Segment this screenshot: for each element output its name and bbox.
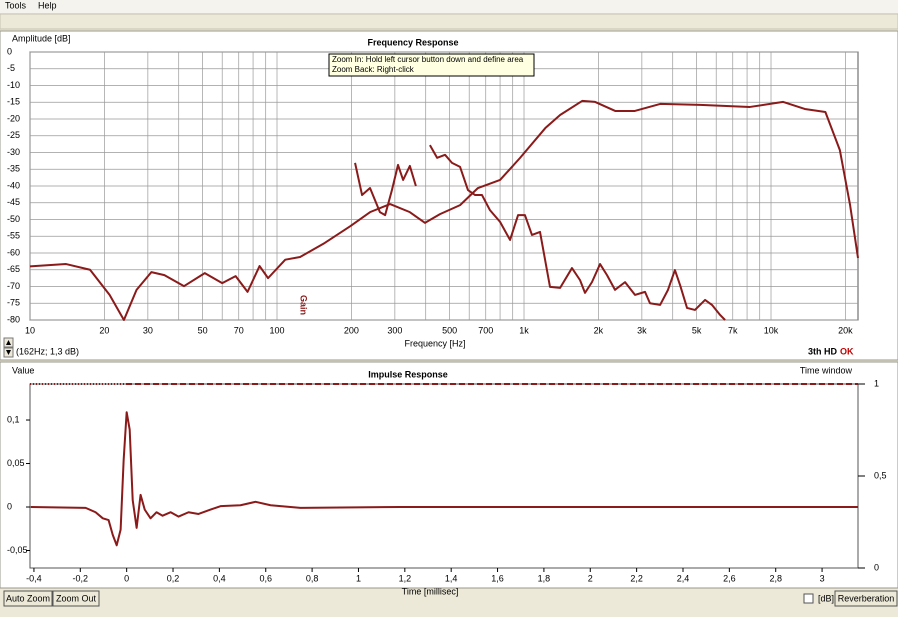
x-tick-label: 0,4 — [213, 573, 226, 583]
zoom-out-button[interactable] — [52, 590, 100, 607]
scroll-arrows[interactable] — [3, 337, 14, 358]
x-tick-label: 50 — [198, 325, 208, 335]
x-tick-label: 1,8 — [538, 573, 551, 583]
arrow-down-icon — [6, 350, 11, 355]
x-tick-label: 500 — [442, 325, 457, 335]
series-line — [30, 411, 858, 547]
series-line — [429, 144, 726, 321]
x-tick-label: 0,8 — [306, 573, 319, 583]
chart-title: Frequency Response — [367, 37, 458, 47]
db-checkbox[interactable] — [803, 593, 814, 604]
x-tick-label: -0,4 — [26, 573, 42, 583]
plot-area — [29, 383, 859, 569]
y-tick-label: -20 — [7, 113, 20, 123]
y-tick-label: -45 — [7, 197, 20, 207]
x-tick-label: 7k — [728, 325, 738, 335]
x-tick-label: 0,6 — [259, 573, 272, 583]
auto-zoom-button[interactable] — [3, 590, 53, 607]
y2-tick-label: 0 — [874, 562, 879, 572]
x-tick-label: 2,6 — [723, 573, 736, 583]
y-tick-label: 0,05 — [7, 458, 25, 468]
x-tick-label: 3 — [820, 573, 825, 583]
x-tick-label: 2 — [588, 573, 593, 583]
x-tick-label: 30 — [143, 325, 153, 335]
x-tick-label: 100 — [269, 325, 284, 335]
x-tick-label: 2,2 — [630, 573, 643, 583]
y-tick-label: -5 — [7, 63, 15, 73]
checkbox-label[interactable]: [dB] — [818, 593, 834, 603]
x-tick-label: 1 — [356, 573, 361, 583]
x-tick-label: 20 — [99, 325, 109, 335]
y-axis-label: Value — [12, 365, 34, 375]
y-tick-label: -60 — [7, 247, 20, 257]
y-axis-label: Amplitude [dB] — [12, 33, 71, 43]
reverberation-button[interactable] — [834, 590, 898, 607]
x-tick-label: 2,4 — [677, 573, 690, 583]
x-tick-label: 3k — [637, 325, 647, 335]
x-tick-label: 1k — [519, 325, 529, 335]
x-tick-label: 1,4 — [445, 573, 458, 583]
y-tick-label: 0,1 — [7, 414, 20, 424]
x-tick-label: 70 — [234, 325, 244, 335]
status-ok: OK — [840, 346, 854, 356]
chart-title: Impulse Response — [368, 369, 448, 379]
y-tick-label: -80 — [7, 314, 20, 324]
menu-item[interactable]: Help — [38, 0, 57, 10]
y-tick-label: -25 — [7, 130, 20, 140]
y-tick-label: -55 — [7, 231, 20, 241]
x-tick-label: 10 — [25, 325, 35, 335]
tooltip-line: Zoom Back: Right-click — [332, 65, 415, 74]
x-tick-label: 0,2 — [167, 573, 180, 583]
y-tick-label: -30 — [7, 147, 20, 157]
tooltip-box — [328, 53, 535, 77]
x-tick-label: 300 — [387, 325, 402, 335]
y-tick-label: -50 — [7, 214, 20, 224]
x-tick-label: 200 — [344, 325, 359, 335]
x-tick-label: 20k — [838, 325, 853, 335]
series-line — [354, 162, 417, 217]
y-tick-label: -75 — [7, 298, 20, 308]
y-tick-label: 0 — [7, 501, 12, 511]
status-label: 3th HD — [808, 346, 838, 356]
x-tick-label: 10k — [764, 325, 779, 335]
x-axis-label: Frequency [Hz] — [404, 338, 465, 348]
button-label[interactable]: Zoom Out — [56, 593, 97, 603]
toolbar — [0, 13, 898, 30]
arrow-up-icon — [6, 340, 11, 345]
x-tick-label: 0 — [124, 573, 129, 583]
x-tick-label: 1,2 — [399, 573, 412, 583]
x-tick-label: 1,6 — [491, 573, 504, 583]
y-tick-label: -35 — [7, 164, 20, 174]
button-label[interactable]: Reverberation — [838, 593, 895, 603]
y2-tick-label: 0,5 — [874, 470, 887, 480]
x-tick-label: -0,2 — [73, 573, 89, 583]
cursor-readout: (162Hz; 1,3 dB) — [16, 346, 79, 356]
y-tick-label: -65 — [7, 264, 20, 274]
gain-marker: Gain — [299, 295, 309, 315]
x-tick-label: 2,8 — [769, 573, 782, 583]
y-tick-label: -10 — [7, 80, 20, 90]
plots: 10 20 30 50 70 100 200 300 500 700 1k 2k 3k 5k 7k 10k 20… — [7, 46, 887, 583]
x-tick-label: 700 — [478, 325, 493, 335]
tooltip-line: Zoom In: Hold left cursor button down an… — [332, 55, 524, 64]
tooltip: Zoom In: Hold left cursor button down an… — [328, 53, 535, 77]
y-tick-label: 0 — [7, 46, 12, 56]
y-tick-label: -40 — [7, 180, 20, 190]
menu-item[interactable]: Tools — [5, 0, 27, 10]
y-tick-label: -70 — [7, 281, 20, 291]
y2-tick-label: 1 — [874, 378, 879, 388]
x-axis-label: Time [millisec] — [402, 586, 459, 596]
button-label[interactable]: Auto Zoom — [6, 593, 50, 603]
x-tick-label: 5k — [692, 325, 702, 335]
menu-bar — [0, 0, 898, 13]
y2-axis-label: Time window — [800, 365, 853, 375]
series-line — [29, 99, 859, 321]
y-tick-label: -15 — [7, 97, 20, 107]
x-tick-label: 2k — [594, 325, 604, 335]
y-tick-label: -0,05 — [7, 545, 28, 555]
